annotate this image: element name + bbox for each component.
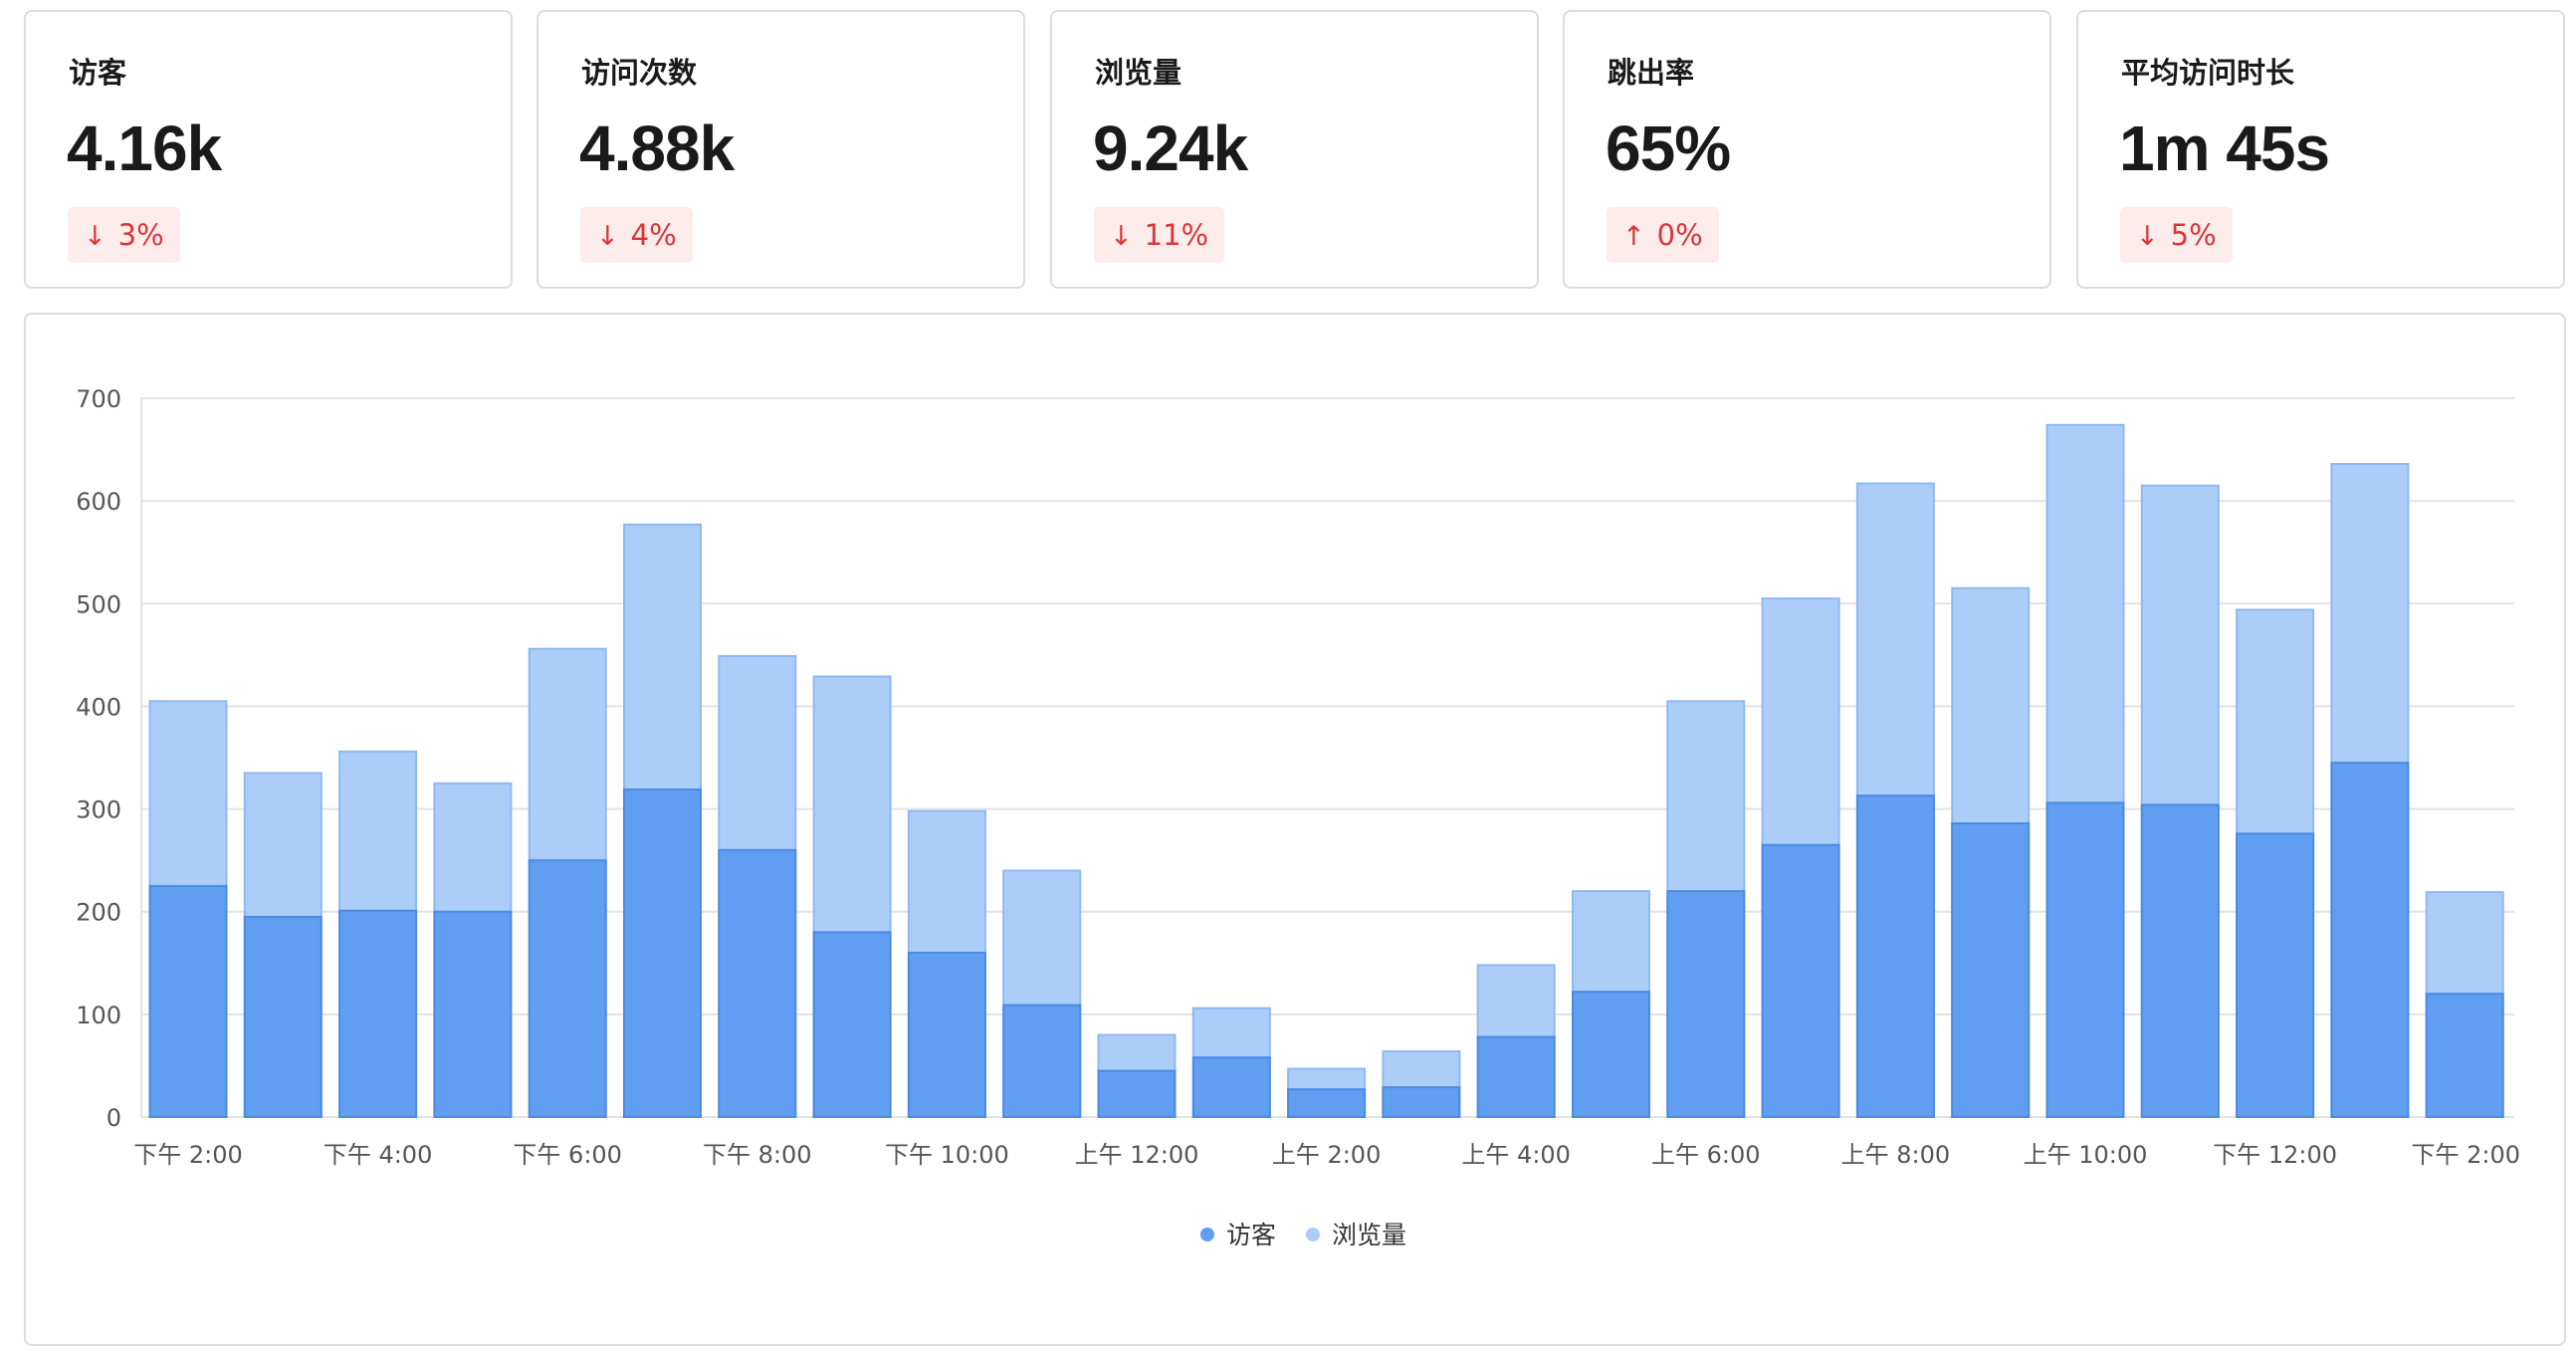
visitors-bar[interactable] [2045,801,2125,1118]
visitors-bar[interactable] [2330,762,2410,1118]
metric-card-pageviews[interactable]: 浏览量 9.24k ↓ 11% [1050,10,1539,289]
metric-change-value: 3% [117,218,164,252]
x-tick-label: 上午 6:00 [1651,1141,1761,1169]
x-axis-ticks: 下午 2:00 下午 4:00 下午 6:00 下午 8:00 下午 10:00 上午 1… [133,1141,2520,1169]
metric-change-value: 0% [1656,218,1703,252]
metric-change-value: 4% [630,218,677,252]
arrow-down-icon: ↓ [596,221,619,252]
visitors-bar[interactable] [1572,991,1650,1118]
metric-value: 4.16k [67,113,222,184]
x-tick-label: 上午 2:00 [1272,1141,1382,1169]
x-tick-label: 下午 2:00 [2411,1141,2520,1169]
visitors-bar[interactable] [623,788,702,1118]
x-tick-label: 上午 12:00 [1075,1141,1199,1169]
x-tick-label: 下午 2:00 [133,1141,243,1169]
y-tick-label: 300 [76,796,121,824]
legend-marker [1200,1228,1214,1241]
metric-card-visits[interactable]: 访问次数 4.88k ↓ 4% [537,10,1025,289]
visitors-bar[interactable] [1002,1004,1082,1118]
metric-label: 访问次数 [581,56,698,90]
visitors-bar[interactable] [1761,843,1840,1119]
metric-change-badge: ↓ 3% [68,207,180,263]
x-tick-label: 上午 10:00 [2024,1141,2148,1169]
metric-value: 4.88k [579,113,735,184]
legend-marker [1306,1228,1320,1241]
metric-value: 65% [1606,113,1731,184]
visitors-bar[interactable] [1476,1035,1556,1119]
y-tick-label: 0 [107,1104,121,1132]
visitors-bar[interactable] [148,884,228,1119]
x-tick-label: 下午 4:00 [323,1141,433,1169]
y-axis-ticks: 0 100 200 300 400 500 600 700 [76,385,121,1132]
metric-change-badge: ↓ 11% [1094,207,1225,263]
metric-change-badge: ↓ 5% [2120,207,2233,263]
metric-value: 9.24k [1093,113,1248,184]
metric-change-value: 11% [1144,218,1209,252]
arrow-down-icon: ↓ [2136,221,2159,252]
visitors-bar[interactable] [1855,794,1935,1118]
metrics-row: 访客 4.16k ↓ 3% 访问次数 4.88k ↓ 4% 浏览量 9.24k ↓ 1… [0,0,2576,299]
x-tick-label: 上午 8:00 [1841,1141,1951,1169]
visitors-bar[interactable] [1097,1069,1177,1118]
metric-change-badge: ↓ 4% [580,207,693,263]
chart-panel: 0 100 200 300 400 500 600 700 下午 2:00 下午 4:00 下午 … [24,313,2566,1346]
arrow-up-icon: ↑ [1622,221,1645,252]
legend-label[interactable]: 访客 [1226,1221,1276,1249]
x-tick-label: 下午 6:00 [513,1141,622,1169]
metric-label: 浏览量 [1095,56,1182,90]
visitors-bar[interactable] [1951,822,2031,1118]
y-tick-label: 500 [76,590,121,618]
arrow-down-icon: ↓ [84,221,107,252]
y-tick-label: 700 [76,385,121,413]
visitors-bars [148,762,2504,1119]
legend-label[interactable]: 浏览量 [1332,1221,1406,1249]
visitors-bar[interactable] [528,859,607,1119]
y-tick-label: 200 [76,899,121,927]
visitors-bar[interactable] [1191,1056,1271,1118]
arrow-down-icon: ↓ [1110,221,1133,252]
x-tick-label: 上午 4:00 [1461,1141,1571,1169]
visitors-bar[interactable] [1382,1086,1461,1118]
metric-card-avg-visit-duration[interactable]: 平均访问时长 1m 45s ↓ 5% [2076,10,2565,289]
y-tick-label: 600 [76,488,121,516]
visitors-bar[interactable] [1666,890,1746,1118]
metric-label: 平均访问时长 [2121,56,2295,90]
metric-value: 1m 45s [2119,113,2330,184]
metric-change-value: 5% [2170,218,2217,252]
metric-label: 访客 [69,56,127,90]
visitors-bar[interactable] [718,848,797,1118]
visitors-bar[interactable] [243,915,322,1118]
y-tick-label: 400 [76,693,121,721]
visitors-bar[interactable] [338,909,418,1118]
visitors-bar[interactable] [907,951,986,1118]
visitors-bar[interactable] [2425,993,2504,1119]
visitors-bar[interactable] [1287,1088,1367,1118]
metric-change-badge: ↑ 0% [1607,207,1719,263]
metric-label: 跳出率 [1608,56,1695,90]
visitors-bar[interactable] [2140,803,2220,1118]
x-tick-label: 下午 10:00 [885,1141,1009,1169]
y-tick-label: 100 [76,1002,121,1029]
visitors-bar[interactable] [2236,832,2315,1119]
metric-card-bounce-rate[interactable]: 跳出率 65% ↑ 0% [1563,10,2051,289]
legend: 访客 浏览量 [1200,1221,1406,1249]
metric-card-visitors[interactable]: 访客 4.16k ↓ 3% [24,10,513,289]
visitors-bar[interactable] [433,910,513,1119]
visitors-bar[interactable] [812,931,892,1118]
x-tick-label: 下午 12:00 [2213,1141,2337,1169]
x-tick-label: 下午 8:00 [703,1141,812,1169]
